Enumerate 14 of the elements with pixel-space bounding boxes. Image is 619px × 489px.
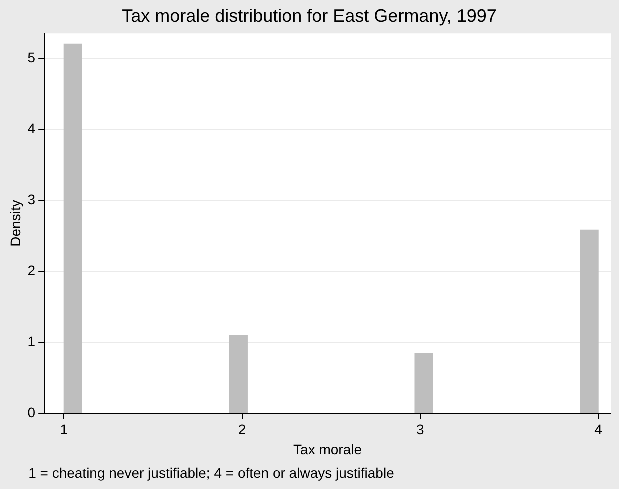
y-tick-label: 0	[28, 404, 36, 420]
y-axis-title: Density	[7, 200, 24, 247]
y-tick-label: 1	[28, 333, 36, 350]
y-tick-label: 5	[28, 49, 36, 66]
y-tick-label: 3	[28, 191, 36, 208]
x-tick-label: 3	[416, 422, 425, 438]
y-tick-label: 2	[28, 262, 36, 278]
text: 1 = cheating never justifiable; 4 = often or always justifiable	[28, 464, 395, 481]
x-tick-label: 4	[594, 422, 603, 438]
x-tick-label: 2	[238, 422, 246, 438]
x-tick-label: 1	[60, 422, 68, 438]
y-tick-label: 4	[28, 120, 36, 136]
x-axis-title: Tax morale	[294, 441, 362, 458]
chart-title: Tax morale distribution for East Germany, 1997	[122, 6, 497, 26]
